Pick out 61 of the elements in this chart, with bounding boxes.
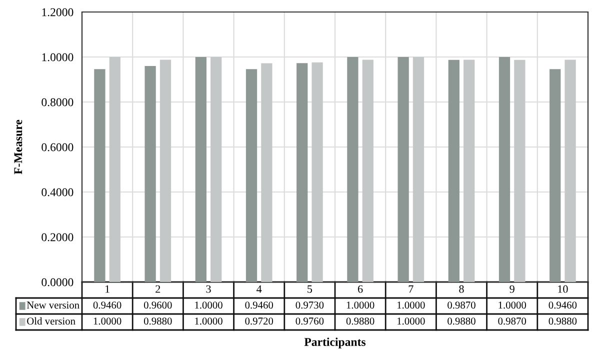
data-label: 1.0000 — [346, 302, 374, 309]
y-axis-title: F-Measure — [14, 120, 22, 174]
x-tick-label: 4 — [256, 285, 262, 293]
x-tick-label: 3 — [206, 285, 211, 293]
x-tick-label: 6 — [358, 285, 363, 293]
x-tick-label: 8 — [459, 285, 464, 293]
data-label: 0.9720 — [245, 318, 274, 325]
data-label: 0.9880 — [346, 318, 374, 325]
bar — [195, 57, 206, 282]
legend-label: Old version — [27, 317, 76, 325]
data-label: 1.0000 — [195, 302, 222, 309]
bar — [347, 57, 358, 282]
data-label: 0.9880 — [548, 318, 577, 325]
bar — [464, 60, 475, 282]
bar — [362, 60, 374, 282]
data-label: 0.9600 — [144, 302, 172, 309]
y-tick-label: 0.2000 — [42, 233, 74, 242]
data-label: 1.0000 — [94, 318, 122, 325]
bar — [448, 60, 460, 282]
data-label: 0.9870 — [498, 318, 526, 325]
data-label: 0.9880 — [448, 318, 476, 325]
y-tick-label: 0.0000 — [42, 278, 74, 286]
bar — [312, 62, 323, 282]
x-tick-label: 1 — [106, 285, 110, 293]
bar — [210, 57, 222, 282]
data-label: 0.9870 — [448, 302, 476, 309]
y-tick-label: 1.0000 — [42, 53, 74, 62]
bar — [564, 60, 576, 282]
data-label: 0.9460 — [245, 302, 274, 309]
x-tick-label: 9 — [510, 285, 514, 293]
legend-label: New version — [26, 302, 80, 309]
bar — [296, 63, 308, 282]
bar — [398, 57, 409, 282]
data-label: 0.9760 — [296, 318, 324, 325]
bar — [144, 66, 156, 282]
bar — [160, 60, 172, 282]
bar — [109, 57, 120, 282]
data-label: 0.9730 — [296, 302, 324, 309]
data-label: 1.0000 — [498, 302, 526, 309]
data-label: 0.9460 — [93, 302, 122, 309]
data-label: 1.0000 — [397, 302, 425, 309]
y-tick-label: 1.2000 — [42, 8, 74, 16]
x-tick-label: 7 — [408, 285, 414, 293]
bar — [246, 69, 258, 282]
data-label: 0.9880 — [144, 318, 172, 325]
bar — [261, 63, 272, 282]
bar — [94, 69, 106, 282]
y-tick-label: 0.4000 — [42, 188, 74, 196]
data-label: 1.0000 — [195, 318, 222, 325]
bar — [550, 69, 561, 282]
data-label: 1.0000 — [397, 318, 425, 325]
data-label: 0.9460 — [548, 302, 577, 309]
x-tick-label: 10 — [558, 285, 568, 293]
y-tick-label: 0.8000 — [42, 98, 74, 106]
bar — [514, 60, 526, 282]
x-tick-label: 2 — [156, 285, 160, 293]
x-axis-title: Participants — [304, 338, 366, 348]
bar — [498, 57, 510, 282]
y-tick-label: 0.6000 — [42, 143, 74, 152]
bar — [412, 57, 424, 282]
x-tick-label: 5 — [308, 285, 312, 293]
